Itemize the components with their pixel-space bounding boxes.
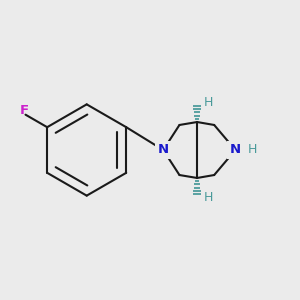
Text: N: N (230, 143, 241, 157)
Text: N: N (158, 143, 169, 157)
Text: H: H (248, 143, 257, 157)
Text: F: F (20, 104, 28, 117)
Text: H: H (204, 96, 213, 110)
Text: H: H (204, 190, 213, 204)
